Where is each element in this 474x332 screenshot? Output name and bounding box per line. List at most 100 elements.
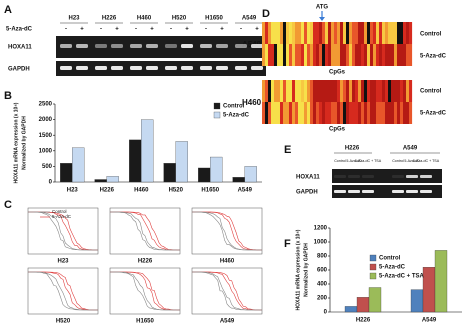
heatmap-cell	[373, 102, 377, 124]
heatmap-cell	[265, 44, 269, 66]
heatmap-cell	[340, 80, 344, 102]
treatment-label: 5-Aza-dC	[6, 27, 33, 33]
bar	[368, 287, 382, 313]
heatmap-cell	[301, 44, 305, 66]
legend-label: 5-Aza-dC + TSA	[379, 274, 425, 280]
heatmap-cell	[295, 22, 299, 44]
heatmap-cell	[340, 44, 344, 66]
heatmap-cell	[400, 102, 404, 124]
heatmap-cell	[409, 80, 413, 102]
heatmap-cell	[298, 102, 302, 124]
sign-label: +	[150, 27, 154, 33]
heatmap-cell	[334, 80, 338, 102]
heatmap-cell	[388, 80, 392, 102]
heatmap-cell	[397, 22, 401, 44]
heatmap-cell	[268, 22, 272, 44]
heatmap-cell	[364, 102, 368, 124]
bar	[210, 156, 223, 183]
bar	[94, 179, 107, 183]
cell-line-label: H520	[172, 16, 187, 22]
heatmap-cell	[376, 80, 380, 102]
cell-line-label: H1650	[205, 16, 223, 22]
bar	[163, 163, 176, 183]
bar	[60, 163, 73, 183]
y-tick-label: 600	[317, 268, 328, 274]
heatmap-cell	[379, 80, 383, 102]
heatmap-cell	[268, 80, 272, 102]
heatmap-cell	[382, 102, 386, 124]
band	[111, 66, 123, 70]
heatmap-cell	[346, 102, 350, 124]
arrow-head	[319, 17, 325, 21]
bar	[198, 167, 211, 183]
cell-line-label: A549	[242, 16, 257, 22]
heatmap-cell	[346, 22, 350, 44]
heatmap-cell	[283, 22, 287, 44]
heatmap-cell	[343, 80, 347, 102]
heatmap-cell	[361, 44, 365, 66]
heatmap-cell	[382, 44, 386, 66]
cell-line-label: A549	[403, 146, 418, 152]
gel	[332, 169, 442, 183]
panel-label: B	[4, 90, 12, 102]
heatmap-cell	[313, 80, 317, 102]
heatmap-cell	[334, 102, 338, 124]
heatmap-cell	[328, 44, 332, 66]
heatmap-cell	[292, 44, 296, 66]
plot-frame	[191, 207, 263, 255]
sign-label: -	[240, 27, 242, 33]
heatmap-cell	[265, 80, 269, 102]
panel-label: C	[4, 199, 12, 211]
heatmap-cell	[322, 80, 326, 102]
band	[235, 66, 247, 70]
sign-label: +	[115, 27, 119, 33]
heatmap-cell	[283, 102, 287, 124]
axis-label: CpGs	[329, 70, 346, 76]
heatmap-cell	[325, 22, 329, 44]
heatmap-cell	[277, 102, 281, 124]
band	[392, 190, 404, 193]
heatmap-cell	[310, 44, 314, 66]
heatmap-cell	[298, 22, 302, 44]
band	[348, 190, 360, 193]
heatmap-cell	[367, 44, 371, 66]
heatmap-cell	[304, 44, 308, 66]
heatmap-cell	[400, 44, 404, 66]
heatmap-cell	[280, 44, 284, 66]
heatmap-cell	[391, 22, 395, 44]
bar	[106, 176, 119, 183]
x-tick-label: A549	[238, 188, 253, 194]
heatmap-cell	[364, 44, 368, 66]
heatmap-cell	[310, 22, 314, 44]
heatmap-cell	[286, 44, 290, 66]
gel	[56, 36, 266, 58]
heatmap-cell	[391, 44, 395, 66]
bar	[72, 147, 85, 183]
heatmap-cell	[268, 102, 272, 124]
heatmap-cell	[301, 102, 305, 124]
heatmap-cell	[355, 44, 359, 66]
heatmap-cell	[331, 80, 335, 102]
heatmap-cell	[352, 80, 356, 102]
heatmap-cell	[394, 80, 398, 102]
y-tick-label: 500	[42, 164, 53, 170]
band	[200, 66, 212, 70]
heatmap-cell	[328, 22, 332, 44]
sign-label: +	[255, 27, 259, 33]
heatmap-cell	[400, 80, 404, 102]
heatmap-cell	[334, 44, 338, 66]
panel-label: D	[262, 8, 270, 20]
panel-label: E	[284, 144, 291, 156]
band	[95, 66, 107, 70]
heatmap-cell	[277, 80, 281, 102]
sign-label: -	[205, 27, 207, 33]
heatmap-cell	[346, 44, 350, 66]
heatmap-cell	[382, 80, 386, 102]
y-tick-label: 200	[317, 296, 328, 302]
gel-row-label: HOXA11	[296, 175, 320, 181]
heatmap-cell	[361, 102, 365, 124]
band	[420, 175, 432, 178]
heatmap-cell	[298, 44, 302, 66]
heatmap-cell	[316, 44, 320, 66]
bar	[422, 267, 436, 313]
